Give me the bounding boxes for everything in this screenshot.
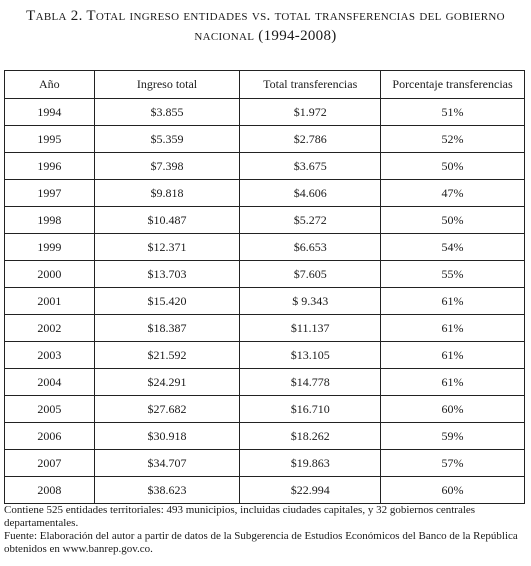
cell-total-income: $30.918 [93,422,241,450]
cell-year: 1996 [4,152,95,180]
cell-year: 2004 [4,368,95,396]
cell-total-transfers: $3.675 [239,152,382,180]
table-row: 2001 $15.420 $ 9.343 61% [4,287,525,315]
table-row: 1998 $10.487 $5.272 50% [4,206,525,234]
cell-total-income: $27.682 [93,395,241,423]
cell-total-transfers: $22.994 [239,476,382,504]
cell-transfer-percentage: 47% [380,179,525,207]
cell-total-income: $21.592 [93,341,241,369]
cell-transfer-percentage: 60% [380,476,525,504]
table-row: 1999 $12.371 $6.653 54% [4,233,525,261]
cell-transfer-percentage: 50% [380,206,525,234]
cell-transfer-percentage: 51% [380,98,525,126]
table-header: Año Ingreso total Total transferencias P… [4,70,525,99]
table-row: 1994 $3.855 $1.972 51% [4,98,525,126]
header-total-transfers: Total transferencias [239,70,382,99]
note-entities: Contiene 525 entidades territoriales: 49… [4,504,476,529]
table-row: 1995 $5.359 $2.786 52% [4,125,525,153]
cell-total-transfers: $5.272 [239,206,382,234]
table-row: 2006 $30.918 $18.262 59% [4,422,525,450]
cell-transfer-percentage: 61% [380,314,525,342]
cell-total-transfers: $7.605 [239,260,382,288]
cell-year: 1997 [4,179,95,207]
cell-transfer-percentage: 61% [380,341,525,369]
cell-total-transfers: $14.778 [239,368,382,396]
cell-total-income: $7.398 [93,152,241,180]
cell-transfer-percentage: 50% [380,152,525,180]
cell-total-income: $9.818 [93,179,241,207]
header-year: Año [4,70,95,99]
cell-year: 2003 [4,341,95,369]
header-row: Año Ingreso total Total transferencias P… [4,70,525,99]
table-body: 1994 $3.855 $1.972 51% 1995 $5.359 $2.786 52% 19… [4,98,525,504]
cell-total-transfers: $ 9.343 [239,287,382,315]
table-title-line-2: nacional (1994-2008) [194,28,337,44]
cell-total-income: $18.387 [93,314,241,342]
note-source: Fuente: Elaboración del autor a partir d… [4,530,518,555]
cell-total-transfers: $6.653 [239,233,382,261]
cell-year: 1998 [4,206,95,234]
cell-total-transfers: $13.105 [239,341,382,369]
cell-total-transfers: $11.137 [239,314,382,342]
cell-year: 1999 [4,233,95,261]
cell-total-income: $12.371 [93,233,241,261]
cell-transfer-percentage: 60% [380,395,525,423]
cell-transfer-percentage: 54% [380,233,525,261]
cell-total-transfers: $2.786 [239,125,382,153]
cell-total-transfers: $1.972 [239,98,382,126]
cell-year: 2002 [4,314,95,342]
cell-total-income: $34.707 [93,449,241,477]
table-row: 2002 $18.387 $11.137 61% [4,314,525,342]
cell-total-transfers: $16.710 [239,395,382,423]
table-row: 2005 $27.682 $16.710 60% [4,395,525,423]
cell-year: 2006 [4,422,95,450]
cell-total-transfers: $4.606 [239,179,382,207]
cell-total-income: $10.487 [93,206,241,234]
cell-transfer-percentage: 61% [380,368,525,396]
header-transfer-percentage: Porcentaje transferencias [380,70,525,99]
table-title-line-1: Tabla 2. Total ingreso entidades vs. tot… [26,8,505,24]
cell-total-transfers: $18.262 [239,422,382,450]
cell-total-income: $38.623 [93,476,241,504]
cell-year: 2005 [4,395,95,423]
cell-total-income: $15.420 [93,287,241,315]
cell-total-transfers: $19.863 [239,449,382,477]
cell-year: 1994 [4,98,95,126]
table-row: 2007 $34.707 $19.863 57% [4,449,525,477]
cell-transfer-percentage: 59% [380,422,525,450]
cell-year: 2000 [4,260,95,288]
cell-total-income: $5.359 [93,125,241,153]
table-title: Tabla 2. Total ingreso entidades vs. tot… [0,6,531,46]
table-row: 2000 $13.703 $7.605 55% [4,260,525,288]
cell-transfer-percentage: 57% [380,449,525,477]
cell-total-income: $13.703 [93,260,241,288]
header-total-income: Ingreso total [93,70,241,99]
data-table: Año Ingreso total Total transferencias P… [4,70,525,504]
table-row: 2008 $38.623 $22.994 60% [4,476,525,504]
table-row: 1996 $7.398 $3.675 50% [4,152,525,180]
cell-total-income: $24.291 [93,368,241,396]
cell-transfer-percentage: 52% [380,125,525,153]
cell-year: 2001 [4,287,95,315]
table-row: 1997 $9.818 $4.606 47% [4,179,525,207]
table-row: 2004 $24.291 $14.778 61% [4,368,525,396]
cell-year: 2007 [4,449,95,477]
table-row: 2003 $21.592 $13.105 61% [4,341,525,369]
cell-transfer-percentage: 61% [380,287,525,315]
cell-year: 2008 [4,476,95,504]
table-notes: Contiene 525 entidades territoriales: 49… [4,504,527,556]
cell-transfer-percentage: 55% [380,260,525,288]
cell-year: 1995 [4,125,95,153]
cell-total-income: $3.855 [93,98,241,126]
